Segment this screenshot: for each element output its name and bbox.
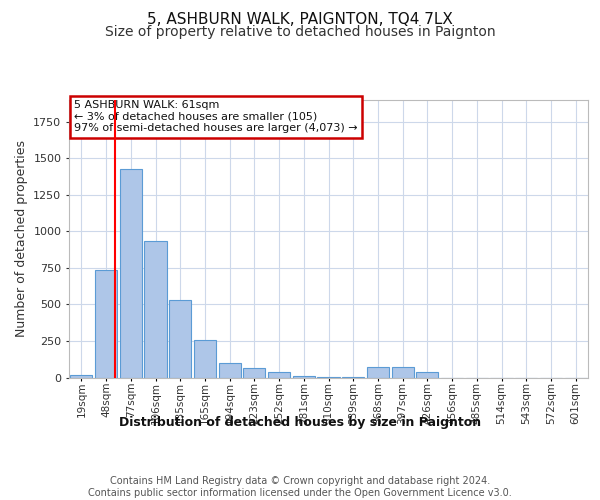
Y-axis label: Number of detached properties: Number of detached properties (14, 140, 28, 337)
Text: 5 ASHBURN WALK: 61sqm
← 3% of detached houses are smaller (105)
97% of semi-deta: 5 ASHBURN WALK: 61sqm ← 3% of detached h… (74, 100, 358, 133)
Text: Contains HM Land Registry data © Crown copyright and database right 2024.
Contai: Contains HM Land Registry data © Crown c… (88, 476, 512, 498)
Bar (169, 300, 191, 378)
Bar (268, 372, 290, 378)
Text: Distribution of detached houses by size in Paignton: Distribution of detached houses by size … (119, 416, 481, 429)
Bar (317, 377, 340, 378)
Bar (194, 340, 216, 378)
Bar (119, 168, 142, 378)
Bar (367, 366, 389, 378)
Bar (293, 376, 315, 378)
Bar (392, 366, 414, 378)
Bar (416, 372, 439, 378)
Bar (145, 241, 167, 378)
Bar (243, 368, 265, 378)
Text: Size of property relative to detached houses in Paignton: Size of property relative to detached ho… (104, 25, 496, 39)
Bar (218, 363, 241, 378)
Text: 5, ASHBURN WALK, PAIGNTON, TQ4 7LX: 5, ASHBURN WALK, PAIGNTON, TQ4 7LX (147, 12, 453, 28)
Bar (95, 270, 117, 378)
Bar (70, 376, 92, 378)
